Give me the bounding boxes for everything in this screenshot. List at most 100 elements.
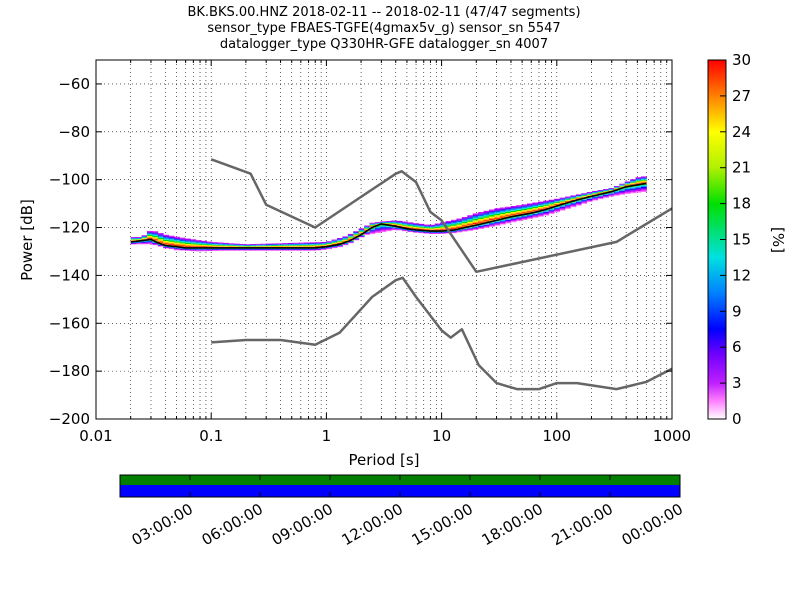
ppsd-cell <box>184 243 191 246</box>
ppsd-cell <box>374 224 381 225</box>
ppsd-cell <box>488 222 495 224</box>
ppsd-cell <box>141 243 148 245</box>
ppsd-cell <box>467 227 474 229</box>
ppsd-cell <box>250 244 256 246</box>
ppsd-cell <box>603 191 609 193</box>
ppsd-cell <box>374 223 381 224</box>
ppsd-cell <box>412 231 419 232</box>
ppsd-cell <box>152 244 159 246</box>
ppsd-cell <box>565 197 571 199</box>
ppsd-cell <box>391 224 398 226</box>
ppsd-cell <box>157 233 164 235</box>
ppsd-cell <box>434 227 441 229</box>
ppsd-cell <box>255 244 262 245</box>
ppsd-cell <box>635 187 642 189</box>
ppsd-cell <box>320 243 327 245</box>
ppsd-cell <box>641 190 647 192</box>
ppsd-cell <box>336 242 343 243</box>
ppsd-cell <box>184 249 191 250</box>
ppsd-cell <box>206 242 213 244</box>
ppsd-cell <box>157 245 164 247</box>
ppsd-cell <box>619 193 626 195</box>
ppsd-cell <box>293 249 300 250</box>
ppsd-cell <box>396 229 403 231</box>
ppsd-cell <box>456 219 463 221</box>
ppsd-cell <box>527 217 533 218</box>
ppsd-cell <box>543 207 550 209</box>
ppsd-cell <box>320 249 327 250</box>
ppsd-cell <box>635 188 642 190</box>
ppsd-cell <box>527 210 533 212</box>
ppsd-cell <box>288 245 294 247</box>
ppsd-cell <box>467 217 474 220</box>
ppsd-cell <box>635 185 642 187</box>
ppsd-cell <box>358 236 365 237</box>
ppsd-cell <box>559 206 566 208</box>
ppsd-cell <box>130 240 137 241</box>
ppsd-cell <box>228 246 235 247</box>
ppsd-cell <box>527 203 533 205</box>
ppsd-cell <box>201 249 208 250</box>
ppsd-cell <box>527 215 533 217</box>
ppsd-cell <box>233 249 240 251</box>
ppsd-cell <box>195 250 202 251</box>
ppsd-cell <box>336 245 343 246</box>
ppsd-cell <box>516 216 522 218</box>
ppsd-cell <box>201 248 208 250</box>
ppsd-cell <box>217 244 224 246</box>
ppsd-cell <box>277 250 284 251</box>
ppsd-cell <box>201 245 208 247</box>
ppsd-cell <box>168 248 175 250</box>
ppsd-cell <box>423 225 430 226</box>
ppsd-cell <box>472 220 479 222</box>
ppsd-cell <box>565 207 571 209</box>
ppsd-cell <box>478 225 484 227</box>
ppsd-cell <box>412 227 419 229</box>
ppsd-cell <box>592 199 598 201</box>
ppsd-cell <box>174 248 180 250</box>
ppsd-cell <box>244 250 251 251</box>
ppsd-cell <box>358 236 365 238</box>
ppsd-cell <box>293 249 300 251</box>
ppsd-cell <box>364 231 370 233</box>
ppsd-cell <box>592 196 598 198</box>
ppsd-cell <box>418 228 425 230</box>
ppsd-cell <box>309 249 316 250</box>
ppsd-cell <box>146 240 153 241</box>
ppsd-cell <box>412 224 419 226</box>
high-noise-model-line <box>210 158 672 274</box>
ppsd-cell <box>326 241 332 242</box>
ppsd-cell <box>168 236 175 239</box>
ppsd-cell <box>461 224 468 226</box>
ppsd-cell <box>461 225 468 227</box>
ppsd-cell <box>326 242 332 244</box>
ppsd-cell <box>402 229 408 230</box>
ppsd-cell <box>429 231 436 233</box>
ppsd-cell <box>201 244 208 245</box>
ppsd-cell <box>195 246 202 247</box>
ppsd-cell <box>505 219 512 220</box>
ppsd-cell <box>592 192 598 194</box>
ppsd-cell <box>244 246 251 248</box>
ppsd-cell <box>277 248 284 250</box>
ppsd-cell <box>494 216 501 218</box>
ppsd-cell <box>174 236 180 238</box>
ppsd-cell <box>190 240 197 242</box>
ppsd-cell <box>586 194 593 196</box>
ppsd-cell <box>521 215 528 217</box>
ppsd-cell <box>163 247 170 248</box>
ppsd-cell <box>217 242 224 244</box>
ppsd-cell <box>554 207 560 209</box>
ppsd-cell <box>461 223 468 225</box>
ppsd-cell <box>288 248 294 250</box>
ppsd-cell <box>293 245 300 247</box>
ppsd-cell <box>586 200 593 202</box>
ppsd-cell <box>494 212 501 214</box>
ppsd-cell <box>407 226 414 228</box>
ppsd-cell <box>277 245 284 247</box>
ppsd-cell <box>537 204 544 206</box>
ppsd-cell <box>429 232 436 234</box>
ppsd-cell <box>467 228 474 229</box>
ppsd-cell <box>478 224 484 226</box>
ppsd-cell <box>461 230 468 231</box>
